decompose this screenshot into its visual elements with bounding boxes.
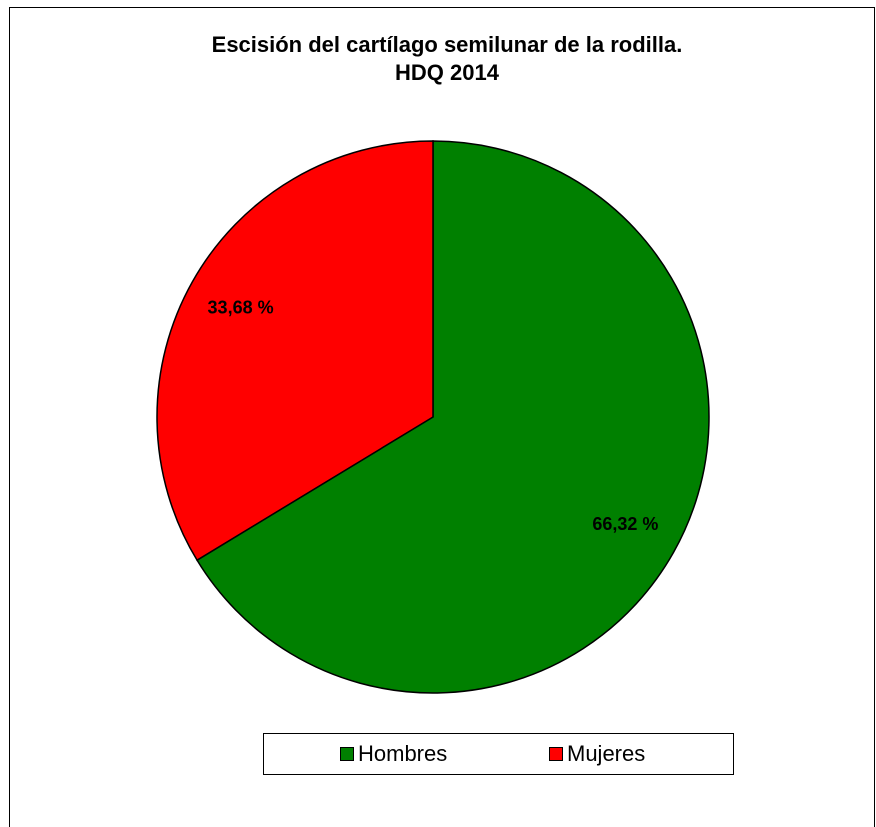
data-label: 66,32 % <box>592 514 658 534</box>
legend-label: Mujeres <box>567 741 645 766</box>
legend-swatch <box>549 747 563 761</box>
chart-border <box>9 7 875 827</box>
chart-subtitle: HDQ 2014 <box>395 60 500 85</box>
chart-title: Escisión del cartílago semilunar de la r… <box>212 32 683 57</box>
data-label: 33,68 % <box>208 297 274 317</box>
pie-slice <box>156 140 434 562</box>
pie-slice <box>196 140 710 694</box>
legend-swatch <box>340 747 354 761</box>
legend-box <box>263 733 734 775</box>
legend-label: Hombres <box>358 741 447 766</box>
